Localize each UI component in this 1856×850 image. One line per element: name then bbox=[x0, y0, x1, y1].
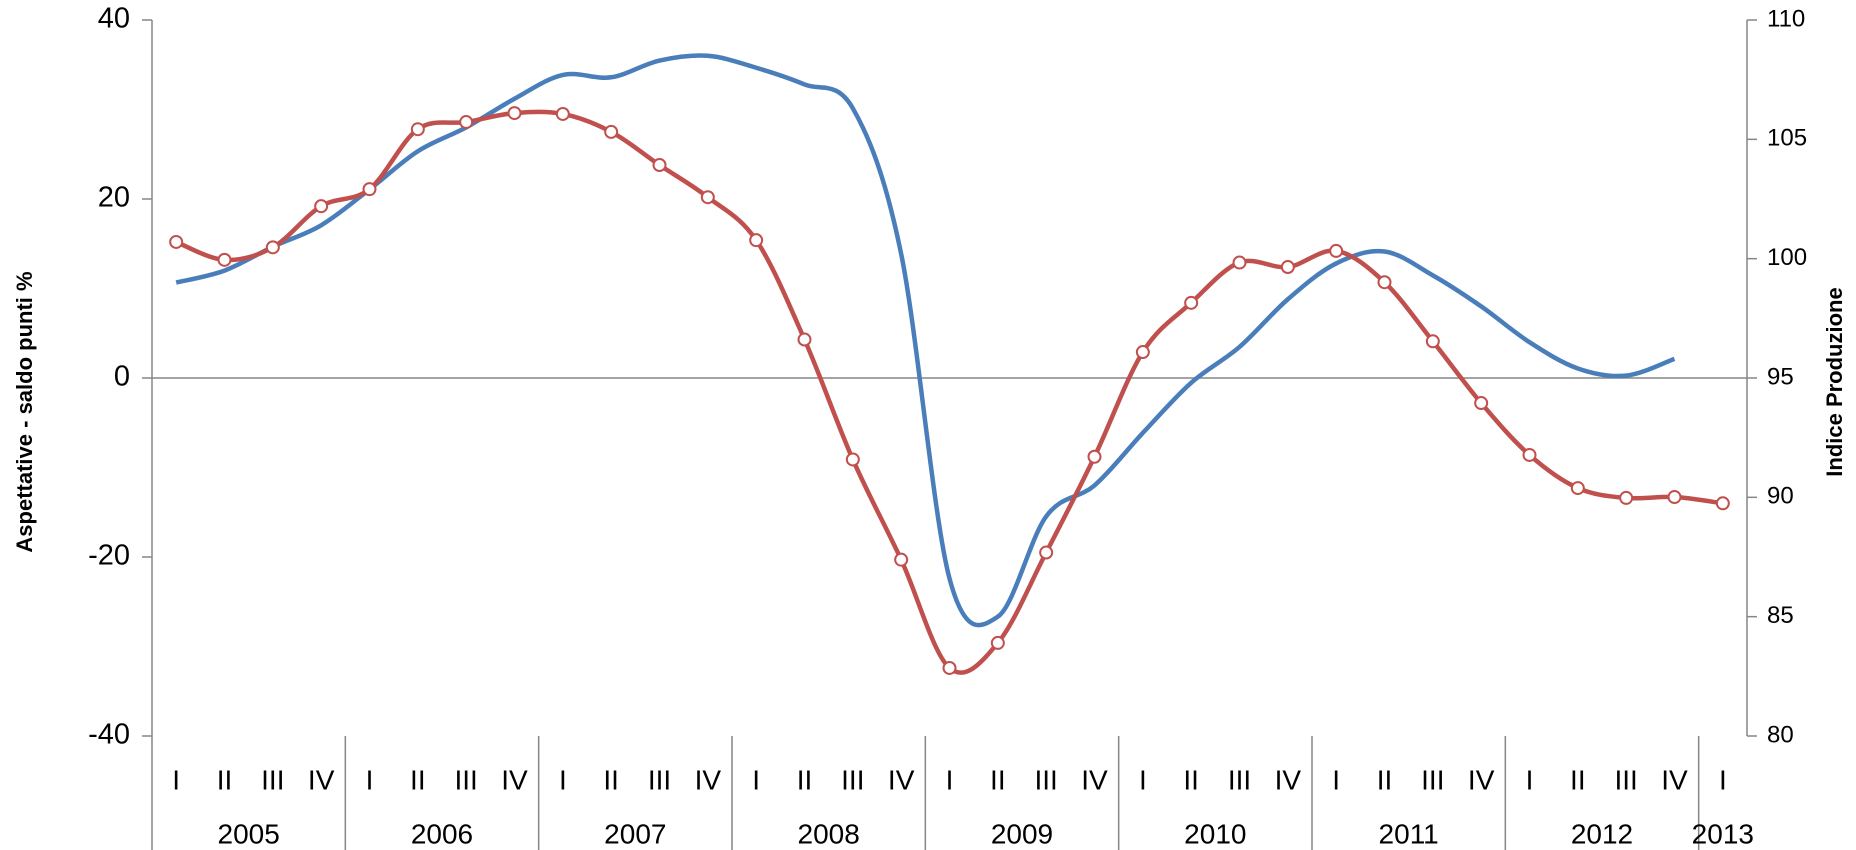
data-point bbox=[217, 252, 232, 267]
data-point bbox=[749, 233, 764, 248]
x-tick-label: III bbox=[841, 764, 864, 795]
data-point bbox=[845, 452, 860, 467]
x-tick-label: IV bbox=[1661, 764, 1688, 795]
x-tick-label: IV bbox=[1275, 764, 1302, 795]
x-tick-label: I bbox=[172, 764, 180, 795]
data-point bbox=[1522, 447, 1537, 462]
y2-tick-label: 100 bbox=[1767, 244, 1807, 271]
y2-tick-label: 105 bbox=[1767, 125, 1807, 152]
x-tick-label: I bbox=[946, 764, 954, 795]
y-axis-title: Aspettative - saldo punti % bbox=[12, 271, 37, 552]
data-point bbox=[700, 190, 715, 205]
year-label: 2006 bbox=[411, 818, 473, 849]
y-tick-label: 0 bbox=[114, 361, 130, 393]
x-tick-label: IV bbox=[308, 764, 335, 795]
data-point bbox=[1667, 490, 1682, 505]
data-point bbox=[314, 199, 329, 214]
x-tick-label: III bbox=[648, 764, 671, 795]
data-point bbox=[1087, 449, 1102, 464]
data-point bbox=[265, 240, 280, 255]
data-point bbox=[507, 106, 522, 121]
x-tick-label: I bbox=[1332, 764, 1340, 795]
y-tick-label: 40 bbox=[98, 3, 130, 35]
year-label: 2012 bbox=[1571, 818, 1633, 849]
data-point bbox=[1425, 334, 1440, 349]
x-tick-label: III bbox=[1228, 764, 1251, 795]
x-tick-label: I bbox=[1526, 764, 1534, 795]
data-point bbox=[604, 124, 619, 139]
x-tick-label: II bbox=[603, 764, 619, 795]
data-point bbox=[990, 635, 1005, 650]
data-point bbox=[1570, 481, 1585, 496]
year-label: 2011 bbox=[1379, 818, 1439, 849]
data-point bbox=[362, 182, 377, 197]
x-tick-label: IV bbox=[501, 764, 528, 795]
data-point bbox=[1184, 295, 1199, 310]
x-tick-label: II bbox=[217, 764, 233, 795]
year-label: 2008 bbox=[798, 818, 860, 849]
y2-tick-label: 95 bbox=[1767, 363, 1794, 390]
x-tick-label: IV bbox=[888, 764, 915, 795]
data-point bbox=[459, 115, 474, 130]
x-tick-label: I bbox=[1719, 764, 1727, 795]
data-point bbox=[1232, 255, 1247, 270]
x-tick-label: II bbox=[990, 764, 1006, 795]
x-tick-label: II bbox=[797, 764, 813, 795]
x-tick-label: II bbox=[410, 764, 426, 795]
year-label: 2009 bbox=[991, 818, 1053, 849]
data-point bbox=[555, 106, 570, 121]
data-point bbox=[1474, 396, 1489, 411]
data-point bbox=[1715, 496, 1730, 511]
data-point bbox=[1377, 275, 1392, 290]
x-tick-label: III bbox=[1034, 764, 1057, 795]
x-tick-label: IV bbox=[695, 764, 722, 795]
x-tick-label: III bbox=[454, 764, 477, 795]
year-label: 2013 bbox=[1692, 818, 1754, 849]
x-tick-label: II bbox=[1377, 764, 1393, 795]
series-line bbox=[175, 109, 1724, 675]
data-point bbox=[1280, 260, 1295, 275]
x-tick-label: I bbox=[366, 764, 374, 795]
year-label: 2005 bbox=[218, 818, 280, 849]
x-tick-label: III bbox=[1614, 764, 1637, 795]
y-tick-label: -40 bbox=[88, 719, 130, 751]
y-tick-label: 20 bbox=[98, 182, 130, 214]
y-tick-label: -20 bbox=[88, 540, 130, 572]
y2-tick-label: 90 bbox=[1767, 483, 1794, 510]
x-tick-label: III bbox=[261, 764, 284, 795]
x-tick-label: IV bbox=[1081, 764, 1108, 795]
x-tick-label: I bbox=[559, 764, 567, 795]
x-tick-label: I bbox=[1139, 764, 1147, 795]
data-point bbox=[1329, 243, 1344, 258]
data-point bbox=[1039, 545, 1054, 560]
data-point bbox=[1619, 490, 1634, 505]
data-point bbox=[894, 552, 909, 567]
x-tick-label: II bbox=[1570, 764, 1586, 795]
data-point bbox=[410, 122, 425, 137]
x-tick-label: I bbox=[752, 764, 760, 795]
data-point bbox=[169, 234, 184, 249]
data-point bbox=[1135, 345, 1150, 360]
y2-axis-title: Indice Produzione bbox=[1822, 287, 1847, 476]
y2-tick-label: 80 bbox=[1767, 721, 1794, 748]
series-line bbox=[175, 53, 1676, 628]
data-point bbox=[797, 332, 812, 347]
year-label: 2010 bbox=[1184, 818, 1246, 849]
data-point bbox=[942, 660, 957, 675]
data-point bbox=[652, 157, 667, 172]
x-tick-label: II bbox=[1183, 764, 1199, 795]
x-tick-label: III bbox=[1421, 764, 1444, 795]
x-tick-label: IV bbox=[1468, 764, 1495, 795]
year-label: 2007 bbox=[604, 818, 666, 849]
y2-tick-label: 110 bbox=[1767, 5, 1805, 32]
y2-tick-label: 85 bbox=[1767, 602, 1794, 629]
